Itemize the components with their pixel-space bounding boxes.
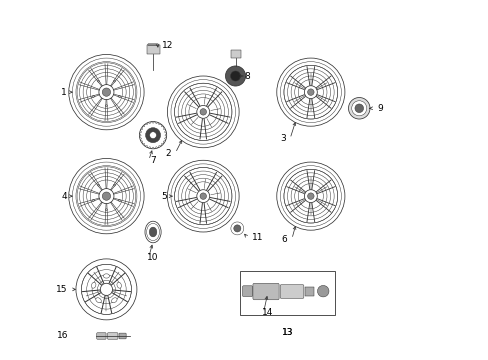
Text: 14: 14 <box>262 308 273 317</box>
Circle shape <box>97 80 99 82</box>
Text: 5: 5 <box>162 192 167 201</box>
FancyBboxPatch shape <box>240 271 334 315</box>
Circle shape <box>307 89 313 95</box>
FancyBboxPatch shape <box>242 286 252 297</box>
Text: 15: 15 <box>55 285 67 294</box>
Circle shape <box>351 101 366 116</box>
Ellipse shape <box>149 227 157 237</box>
Text: 13: 13 <box>281 328 293 337</box>
Text: 12: 12 <box>162 41 173 50</box>
Text: 9: 9 <box>376 104 382 113</box>
Circle shape <box>145 128 160 143</box>
Text: 7: 7 <box>150 156 156 165</box>
Ellipse shape <box>96 298 101 303</box>
Circle shape <box>102 88 110 96</box>
Circle shape <box>139 122 166 149</box>
Circle shape <box>113 184 115 186</box>
FancyBboxPatch shape <box>147 44 158 45</box>
Circle shape <box>233 225 241 232</box>
Text: 1: 1 <box>61 87 67 96</box>
FancyBboxPatch shape <box>230 50 240 58</box>
FancyBboxPatch shape <box>305 287 313 296</box>
Ellipse shape <box>144 221 161 243</box>
FancyBboxPatch shape <box>147 44 158 45</box>
Text: 3: 3 <box>280 134 285 143</box>
FancyBboxPatch shape <box>280 285 303 298</box>
Ellipse shape <box>117 282 121 288</box>
Ellipse shape <box>111 298 117 303</box>
Circle shape <box>230 222 244 235</box>
Circle shape <box>105 105 107 107</box>
Circle shape <box>118 95 120 97</box>
Circle shape <box>118 199 120 201</box>
Circle shape <box>92 95 94 97</box>
FancyBboxPatch shape <box>119 333 126 339</box>
Text: 11: 11 <box>251 233 263 242</box>
Circle shape <box>354 104 363 113</box>
FancyBboxPatch shape <box>146 45 159 54</box>
Circle shape <box>317 285 328 297</box>
FancyBboxPatch shape <box>97 333 106 339</box>
Circle shape <box>105 209 107 211</box>
Text: 2: 2 <box>165 149 171 158</box>
Text: 10: 10 <box>147 253 159 262</box>
Circle shape <box>225 66 245 86</box>
FancyBboxPatch shape <box>107 333 118 339</box>
Circle shape <box>307 193 313 199</box>
Ellipse shape <box>103 274 109 278</box>
Text: 4: 4 <box>61 192 67 201</box>
FancyBboxPatch shape <box>147 44 158 45</box>
FancyBboxPatch shape <box>252 283 279 300</box>
Circle shape <box>348 98 369 119</box>
Circle shape <box>200 193 206 199</box>
Circle shape <box>200 109 206 115</box>
Text: 16: 16 <box>57 332 69 341</box>
Ellipse shape <box>91 282 96 288</box>
Circle shape <box>230 71 240 81</box>
Text: 13: 13 <box>281 328 293 337</box>
Circle shape <box>113 80 115 82</box>
FancyBboxPatch shape <box>147 44 158 45</box>
Text: 6: 6 <box>281 235 287 244</box>
Text: 8: 8 <box>244 72 250 81</box>
FancyBboxPatch shape <box>147 44 158 45</box>
Circle shape <box>102 192 110 200</box>
Circle shape <box>97 184 99 186</box>
Circle shape <box>92 199 94 201</box>
Circle shape <box>149 132 156 139</box>
